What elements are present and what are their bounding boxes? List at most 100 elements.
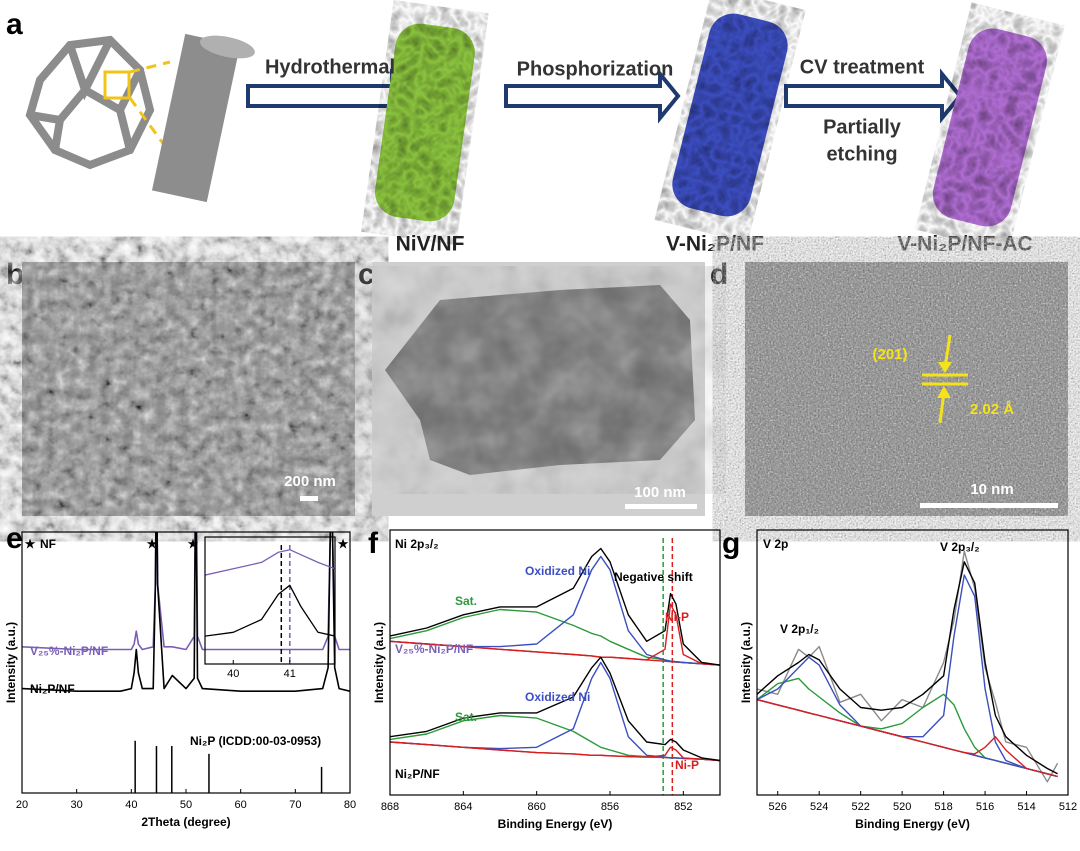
lattice-marker xyxy=(922,334,968,424)
axis-frame xyxy=(389,529,721,796)
annotation: Ni 2p₃/₂ xyxy=(395,537,439,551)
annotation: Oxidized Ni xyxy=(525,564,590,578)
panel-label: e xyxy=(6,522,23,555)
series-label: Ni₂P/NF xyxy=(30,682,75,696)
plot-area xyxy=(205,545,335,664)
axis-frame xyxy=(21,531,351,794)
x-tick-label: 41 xyxy=(284,668,296,680)
hrtem-texture xyxy=(745,262,1068,516)
series-line xyxy=(757,574,1058,778)
x-tick-label: 514 xyxy=(1017,801,1035,813)
x-tick-label: 60 xyxy=(235,799,247,811)
series-line xyxy=(205,584,335,637)
x-tick-label: 518 xyxy=(934,801,952,813)
x-tick-label: 50 xyxy=(180,799,192,811)
series-line xyxy=(390,656,720,762)
x-tick-label: 80 xyxy=(344,799,356,811)
series-line xyxy=(390,661,720,762)
panel-label: g xyxy=(722,527,740,560)
particle-texture xyxy=(385,285,695,475)
series-line xyxy=(22,532,350,692)
series-line xyxy=(757,698,1058,778)
x-tick-label: 852 xyxy=(674,801,692,813)
scale-bar-label: 10 nm xyxy=(970,481,1013,498)
y-axis-label: Intensity (a.u.) xyxy=(372,622,386,703)
step-note: etching xyxy=(826,143,897,165)
step-label: Hydrothermal xyxy=(265,56,395,78)
star-markers: ★ ★ ★ ★ xyxy=(24,536,350,552)
x-tick-label: 40 xyxy=(125,799,137,811)
x-tick-label: 516 xyxy=(976,801,994,813)
highlight xyxy=(103,70,131,100)
panel-label: f xyxy=(368,527,379,560)
scale-bar xyxy=(300,496,318,501)
annotation: V 2p₁/₂ xyxy=(780,622,819,636)
svg-text:★: ★ xyxy=(24,536,37,552)
series-label: Ni₂P (ICDD:00-03-0953) xyxy=(190,734,321,748)
series-line xyxy=(22,532,350,651)
plane-label: (201) xyxy=(872,346,907,363)
plot-area xyxy=(22,532,350,793)
panel-label: c xyxy=(358,258,375,291)
x-axis-label: Binding Energy (eV) xyxy=(498,817,613,831)
product-label: NiV/NF xyxy=(396,233,465,256)
scale-bar-label: 100 nm xyxy=(634,484,686,501)
annotation: Sat. xyxy=(455,710,477,724)
x-tick-label: 526 xyxy=(769,801,787,813)
x-tick-label: 20 xyxy=(16,799,28,811)
plot-area xyxy=(390,538,720,795)
series-line xyxy=(390,603,720,666)
ac-rod xyxy=(932,28,1047,227)
annotation: Ni₂P/NF xyxy=(395,767,440,781)
series-line xyxy=(390,555,720,666)
x-tick-label: 856 xyxy=(601,801,619,813)
step-note: Partially xyxy=(823,116,902,138)
scale-bar xyxy=(920,503,1058,508)
step-label: CV treatment xyxy=(800,56,925,78)
annotation: Sat. xyxy=(455,594,477,608)
x-axis-label: 2Theta (degree) xyxy=(141,815,230,829)
scale-bar-label: 200 nm xyxy=(284,473,336,490)
x-tick-label: 520 xyxy=(893,801,911,813)
ni2p-rod xyxy=(672,13,788,217)
annotation: V 2p xyxy=(763,537,788,551)
series-line xyxy=(757,561,1058,775)
annotation: Oxidized Ni xyxy=(525,690,590,704)
annotation: Ni-P xyxy=(665,610,689,624)
process-arrows xyxy=(246,68,963,124)
x-tick-label: 860 xyxy=(527,801,545,813)
x-tick-label: 70 xyxy=(289,799,301,811)
series-line xyxy=(390,741,720,762)
series-line xyxy=(390,547,720,666)
y-axis-label: Intensity (a.u.) xyxy=(4,622,18,703)
sem-texture xyxy=(22,262,355,516)
plot-area xyxy=(757,550,1059,783)
axis-frame xyxy=(756,529,1069,796)
x-tick-label: 40 xyxy=(227,668,239,680)
x-tick-label: 524 xyxy=(810,801,828,813)
annotation: Negative shift xyxy=(614,570,693,584)
svg-text:★: ★ xyxy=(337,536,350,552)
x-tick-label: 512 xyxy=(1059,801,1077,813)
x-tick-label: 30 xyxy=(71,799,83,811)
niv-rod xyxy=(374,23,475,222)
scale-bar xyxy=(625,504,697,509)
annotation: Ni-P xyxy=(675,758,699,772)
series-line xyxy=(757,677,1058,778)
y-axis-label: Intensity (a.u.) xyxy=(739,622,753,703)
series-line xyxy=(757,656,1058,778)
x-axis-label: Binding Energy (eV) xyxy=(855,817,970,831)
nickel-foam-rod xyxy=(151,33,255,203)
step-label: Phosphorization xyxy=(517,58,674,80)
axis-frame xyxy=(204,536,336,665)
zoom-lines xyxy=(128,60,177,161)
nf-label: NF xyxy=(40,537,56,551)
product-label: V-Ni₂P/NF xyxy=(666,233,764,256)
molecule xyxy=(25,35,155,170)
series-line xyxy=(205,549,335,576)
x-tick-label: 868 xyxy=(381,801,399,813)
annotation: V₂₅%-Ni₂P/NF xyxy=(395,642,473,656)
panel-label: b xyxy=(6,258,24,291)
x-tick-label: 864 xyxy=(454,801,472,813)
